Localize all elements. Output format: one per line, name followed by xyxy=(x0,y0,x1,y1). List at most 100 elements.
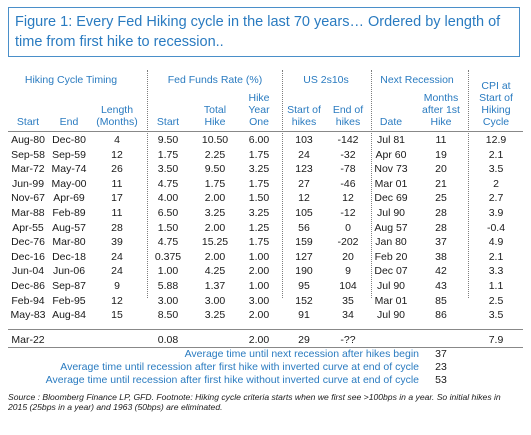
table-cell: Sep-58 xyxy=(11,148,45,161)
table-cell: 3.5 xyxy=(488,309,504,322)
table-cell: May-74 xyxy=(51,163,87,176)
figure-title: Figure 1: Every Fed Hiking cycle in the … xyxy=(8,7,520,57)
table-cell: 39 xyxy=(111,236,123,249)
current-cycle-cell: 7.9 xyxy=(488,333,504,346)
table-cell: 5.88 xyxy=(157,280,179,292)
table-cell: 2.25 xyxy=(204,148,226,161)
table-cell: Jun-04 xyxy=(11,265,45,278)
table-cell: 190 xyxy=(295,265,313,278)
summary-value: 23 xyxy=(435,360,447,373)
table-cell: 3.25 xyxy=(204,309,226,322)
table-cell: 17 xyxy=(111,192,123,205)
table-cell: May-00 xyxy=(51,177,87,190)
table-cell: 3.25 xyxy=(248,207,270,219)
table-cell: Feb 20 xyxy=(374,250,408,263)
col-header-hike-year-one: One xyxy=(249,116,269,128)
table-cell: Mar-80 xyxy=(52,236,86,249)
table-cell: 12 xyxy=(342,192,354,205)
table-cell: 1.00 xyxy=(248,250,270,263)
current-cycle-cell: -?? xyxy=(340,333,356,346)
table-cell: 1.00 xyxy=(248,280,270,292)
table-cell: 2.00 xyxy=(204,250,226,263)
table-cell: 35 xyxy=(342,294,354,307)
col-header-start: Start xyxy=(16,116,40,128)
table-cell: 4.9 xyxy=(488,236,504,249)
table-cell: 3.3 xyxy=(488,265,504,278)
table-cell: 1.25 xyxy=(248,221,270,234)
table-cell: Dec-86 xyxy=(11,280,45,292)
table-cell: 24 xyxy=(111,265,123,278)
col-header-total-hike: Hike xyxy=(204,116,226,128)
table-cell: 3.25 xyxy=(204,207,226,219)
summary-value: 53 xyxy=(435,373,447,386)
col-header-cpi: Cycle xyxy=(482,116,510,128)
col-header-months-after-hike: after 1st xyxy=(422,104,460,116)
table-cell: 159 xyxy=(295,236,313,249)
table-cell: 24 xyxy=(298,148,310,161)
table-cell: 3.25 xyxy=(248,163,270,176)
col-header-end-of-hikes: hikes xyxy=(335,116,361,128)
current-row-divider xyxy=(8,328,523,330)
table-cell: 3.9 xyxy=(488,207,504,219)
hiking-cycle-table: Hiking Cycle Timing Fed Funds Rate (%) US … xyxy=(8,70,523,386)
table-cell: 34 xyxy=(342,309,354,322)
table-cell: 2.00 xyxy=(248,265,270,278)
table-cell: 12 xyxy=(298,192,310,205)
table-cell: Feb-94 xyxy=(11,294,45,307)
col-header-cpi: Hiking xyxy=(481,104,511,116)
table-cell: 3.00 xyxy=(204,294,226,307)
summary-value: 37 xyxy=(435,347,447,360)
summary-divider xyxy=(8,346,523,348)
col-header-end-of-hikes: End of xyxy=(332,104,364,116)
table-cell: -12 xyxy=(340,207,356,219)
table-cell: Apr-69 xyxy=(53,192,85,205)
summary-label: Average time until recession after first… xyxy=(45,373,419,386)
table-cell: 1.75 xyxy=(204,177,226,190)
table-cell: 6.50 xyxy=(157,207,179,219)
group-header-fed-funds-rate: Fed Funds Rate (%) xyxy=(167,74,263,86)
table-cell: 11 xyxy=(435,134,447,146)
current-cycle-cell: Mar-22 xyxy=(11,333,45,346)
col-header-cpi: Start of xyxy=(479,92,513,104)
table-cell: Mar-88 xyxy=(11,207,45,219)
source-footnote: Source : Bloomberg Finance LP, GFD. Foot… xyxy=(8,392,501,412)
table-cell: Jul 81 xyxy=(376,134,406,146)
table-cell: 43 xyxy=(435,280,447,292)
col-header-end: End xyxy=(59,116,79,128)
table-cell: 4 xyxy=(114,134,120,146)
col-header-recession-date: Date xyxy=(379,116,403,128)
table-cell: 15.25 xyxy=(201,236,229,249)
table-cell: 42 xyxy=(435,265,447,278)
current-cycle-cell: 29 xyxy=(298,333,310,346)
col-header-total-hike: Total xyxy=(203,104,227,116)
header-divider xyxy=(8,131,523,132)
table-cell: 24 xyxy=(111,250,123,263)
col-header-length: Length xyxy=(100,104,134,116)
table-cell: 127 xyxy=(295,250,313,263)
separator-timing xyxy=(147,70,148,298)
table-cell: 0.375 xyxy=(154,250,182,263)
table-cell: 2.1 xyxy=(488,250,504,263)
table-cell: 103 xyxy=(295,134,313,146)
table-cell: 95 xyxy=(298,280,310,292)
table-cell: Dec 69 xyxy=(374,192,408,205)
col-header-cpi: CPI at xyxy=(481,80,511,92)
table-cell: Jan 80 xyxy=(375,236,407,249)
table-cell: Mar 01 xyxy=(374,294,408,307)
table-cell: Jun-06 xyxy=(52,265,86,278)
table-cell: Apr-55 xyxy=(12,221,44,234)
table-cell: 1.1 xyxy=(488,280,504,292)
table-cell: 19 xyxy=(435,148,447,161)
table-cell: 85 xyxy=(435,294,447,307)
table-cell: 1.75 xyxy=(248,236,270,249)
table-cell: 9 xyxy=(345,265,351,278)
table-cell: 11 xyxy=(111,207,123,219)
table-cell: 28 xyxy=(111,221,123,234)
table-cell: 56 xyxy=(298,221,310,234)
table-cell: Feb-95 xyxy=(52,294,86,307)
table-cell: 1.00 xyxy=(157,265,179,278)
table-cell: 1.50 xyxy=(248,192,270,205)
current-cycle-cell: 0.08 xyxy=(157,333,179,346)
table-cell: 20 xyxy=(435,163,447,176)
table-cell: 4.00 xyxy=(157,192,179,205)
